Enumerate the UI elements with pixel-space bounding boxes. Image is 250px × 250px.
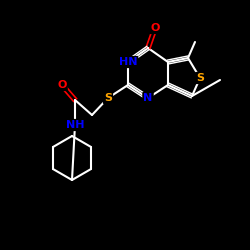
- Text: O: O: [150, 23, 160, 33]
- Text: NH: NH: [66, 120, 84, 130]
- Text: HN: HN: [119, 57, 137, 67]
- Text: N: N: [144, 93, 152, 103]
- Text: O: O: [57, 80, 67, 90]
- Text: S: S: [104, 93, 112, 103]
- Text: S: S: [196, 73, 204, 83]
